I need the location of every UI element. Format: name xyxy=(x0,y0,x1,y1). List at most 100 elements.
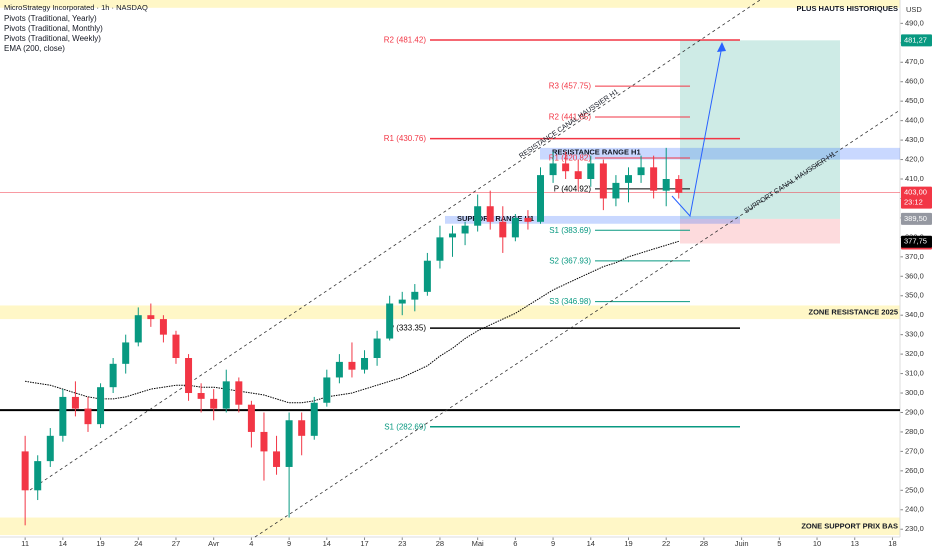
x-tick-label: 14 xyxy=(587,539,595,548)
legend-entry: EMA (200, close) xyxy=(4,44,65,53)
y-tick-label: 350,0 xyxy=(905,291,924,300)
candle-body xyxy=(486,206,494,222)
candle-body xyxy=(549,163,557,176)
candle-body xyxy=(650,167,658,191)
pivot-label: R1 (420.82) xyxy=(549,154,592,163)
x-tick-label: 19 xyxy=(96,539,104,548)
y-tick-label: 290,0 xyxy=(905,407,924,416)
candle-body xyxy=(398,299,406,304)
pivot-label: R2 (481.42) xyxy=(384,36,427,45)
x-tick-label: 10 xyxy=(813,539,821,548)
y-tick-label: 340,0 xyxy=(905,310,924,319)
candle-body xyxy=(172,334,180,358)
y-tick-label: 490,0 xyxy=(905,18,924,27)
candle-body xyxy=(574,171,582,179)
x-tick-label: 22 xyxy=(662,539,670,548)
x-tick-label: Mai xyxy=(472,539,484,548)
x-tick-label: 14 xyxy=(59,539,67,548)
x-tick-label: Avr xyxy=(208,539,220,548)
y-tick-label: 300,0 xyxy=(905,388,924,397)
x-tick-label: 17 xyxy=(360,539,368,548)
y-tick-label: 410,0 xyxy=(905,174,924,183)
y-tick-label: 440,0 xyxy=(905,116,924,125)
chart-title: MicroStrategy Incorporated · 1h · NASDAQ xyxy=(4,3,148,12)
legend-entry: Pivots (Traditional, Weekly) xyxy=(4,34,101,43)
candle-body xyxy=(612,182,620,199)
zone xyxy=(0,0,900,8)
candle-body xyxy=(109,363,117,388)
price-badge xyxy=(901,235,932,248)
zone-label: ZONE SUPPORT PRIX BAS xyxy=(801,521,898,530)
y-tick-label: 330,0 xyxy=(905,330,924,339)
candle-body xyxy=(474,206,482,226)
pivot-label: P (333.35) xyxy=(389,324,427,333)
candle-body xyxy=(222,381,230,409)
candle-body xyxy=(273,451,281,467)
candle-body xyxy=(524,217,532,222)
candle-body xyxy=(235,381,243,405)
y-tick-label: 230,0 xyxy=(905,524,924,533)
candle-body xyxy=(260,431,268,452)
y-tick-label: 240,0 xyxy=(905,505,924,514)
candle-body xyxy=(436,237,444,261)
candle-body xyxy=(624,175,632,183)
candle-body xyxy=(411,291,419,300)
candle-body xyxy=(449,233,457,238)
candle-body xyxy=(562,163,570,172)
y-tick-label: 460,0 xyxy=(905,77,924,86)
zone-label: PLUS HAUTS HISTORIQUES xyxy=(796,4,898,13)
x-tick-label: 24 xyxy=(134,539,142,548)
x-tick-label: 6 xyxy=(513,539,517,548)
x-tick-label: 11 xyxy=(21,539,29,548)
x-tick-label: 9 xyxy=(551,539,555,548)
candle-body xyxy=(637,167,645,176)
candle-body xyxy=(298,420,306,436)
candle-body xyxy=(247,404,255,432)
x-tick-label: 19 xyxy=(624,539,632,548)
candle-body xyxy=(197,393,205,399)
candle-body xyxy=(185,358,193,394)
candle-body xyxy=(285,420,293,467)
candle-body xyxy=(210,398,218,409)
arrow-head xyxy=(717,42,726,52)
candle-body xyxy=(373,338,381,358)
pivot-label: S1 (383.69) xyxy=(549,226,591,235)
candle-body xyxy=(675,179,683,193)
y-tick-label: 320,0 xyxy=(905,349,924,358)
x-tick-label: Juin xyxy=(735,539,749,548)
channel-line xyxy=(254,109,901,538)
candle-body xyxy=(84,408,92,425)
candle-body xyxy=(386,303,394,339)
pivot-label: R1 (430.76) xyxy=(384,134,427,143)
currency: USD xyxy=(906,5,922,14)
y-tick-label: 370,0 xyxy=(905,252,924,261)
projection-arrow xyxy=(671,45,723,218)
candle-body xyxy=(423,260,431,292)
candle-body xyxy=(361,358,369,370)
candle-body xyxy=(21,451,29,491)
candle-body xyxy=(461,225,469,234)
candle-body xyxy=(46,435,54,462)
x-tick-label: 23 xyxy=(398,539,406,548)
y-tick-label: 360,0 xyxy=(905,271,924,280)
price-badge xyxy=(901,186,932,209)
legend-entry: Pivots (Traditional, Monthly) xyxy=(4,24,103,33)
pivot-label: S2 (367.93) xyxy=(549,256,591,265)
y-tick-label: 420,0 xyxy=(905,155,924,164)
target-zone xyxy=(680,40,840,219)
x-tick-label: 18 xyxy=(888,539,896,548)
stop-zone xyxy=(680,218,840,244)
price-badge xyxy=(901,34,932,47)
price-badge-label: 403,00 xyxy=(904,188,927,197)
price-badge-label: 389,50 xyxy=(904,214,927,223)
candle-body xyxy=(59,396,67,436)
pivot-label: S3 (346.98) xyxy=(549,297,591,306)
candle-body xyxy=(71,396,79,409)
x-tick-label: 14 xyxy=(323,539,331,548)
channel-line xyxy=(29,0,761,491)
pivot-label: R2 (441.85) xyxy=(549,113,592,122)
pivot-label: S1 (282.69) xyxy=(384,422,426,431)
countdown: 23:12 xyxy=(904,198,923,207)
x-tick-label: 28 xyxy=(700,539,708,548)
candle-body xyxy=(348,361,356,370)
